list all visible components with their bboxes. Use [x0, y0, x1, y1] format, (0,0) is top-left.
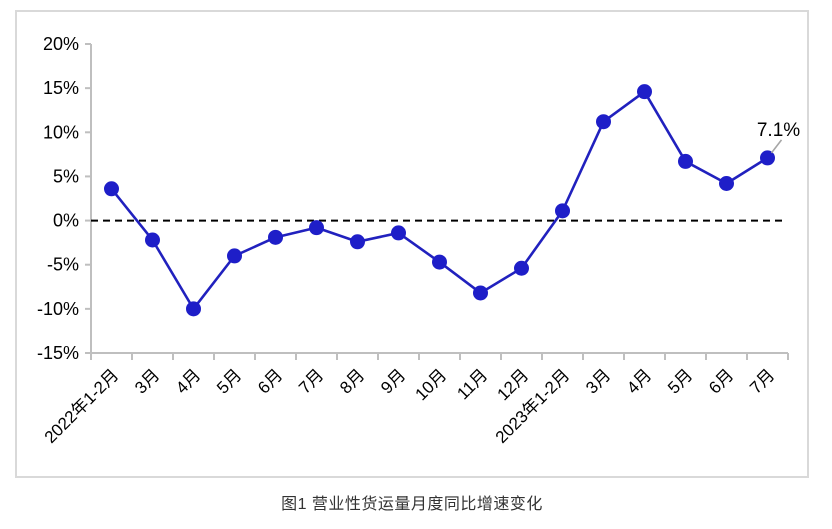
- y-tick-label: -15%: [37, 343, 79, 363]
- data-point: [350, 234, 365, 250]
- annotation-label: 7.1%: [757, 120, 800, 141]
- data-point: [145, 232, 160, 248]
- data-point: [637, 84, 652, 100]
- x-tick-label: 7月: [295, 365, 327, 397]
- x-tick-label: 10月: [411, 365, 450, 404]
- y-tick-label: 15%: [43, 78, 79, 98]
- chart-caption: 图1 营业性货运量月度同比增速变化: [281, 496, 543, 513]
- x-tick-label: 5月: [213, 365, 245, 397]
- y-tick-label: 0%: [53, 211, 79, 231]
- data-point: [391, 225, 406, 241]
- x-tick-label: 6月: [254, 365, 286, 397]
- x-tick-label: 6月: [705, 365, 737, 397]
- data-point: [432, 254, 447, 270]
- data-point: [555, 203, 570, 219]
- y-tick-label: 10%: [43, 122, 79, 142]
- x-tick-label: 11月: [453, 365, 491, 403]
- x-tick-label: 3月: [582, 365, 614, 397]
- data-point: [760, 150, 775, 166]
- data-point: [514, 260, 529, 276]
- annotation-leader-line: [770, 139, 783, 154]
- data-point: [678, 153, 693, 169]
- y-tick-label: -10%: [37, 299, 79, 319]
- x-tick-label: 2022年1-2月: [41, 365, 123, 447]
- data-point: [719, 175, 734, 191]
- data-point: [186, 301, 201, 317]
- data-point: [227, 248, 242, 264]
- y-tick-label: -5%: [47, 255, 79, 275]
- data-point: [104, 181, 119, 197]
- x-tick-label: 8月: [336, 365, 368, 397]
- x-tick-label: 3月: [131, 365, 163, 397]
- x-tick-label: 9月: [377, 365, 409, 397]
- data-point: [309, 220, 324, 236]
- data-point: [596, 114, 611, 130]
- y-tick-label: 5%: [53, 166, 79, 186]
- data-point: [473, 285, 488, 301]
- x-tick-label: 2023年1-2月: [492, 365, 574, 447]
- x-tick-label: 7月: [746, 365, 778, 397]
- y-tick-label: 20%: [43, 34, 79, 54]
- series-line: [110, 90, 769, 311]
- x-tick-label: 5月: [664, 365, 696, 397]
- data-point: [268, 229, 283, 245]
- x-tick-label: 4月: [623, 365, 655, 397]
- x-tick-label: 4月: [172, 365, 204, 397]
